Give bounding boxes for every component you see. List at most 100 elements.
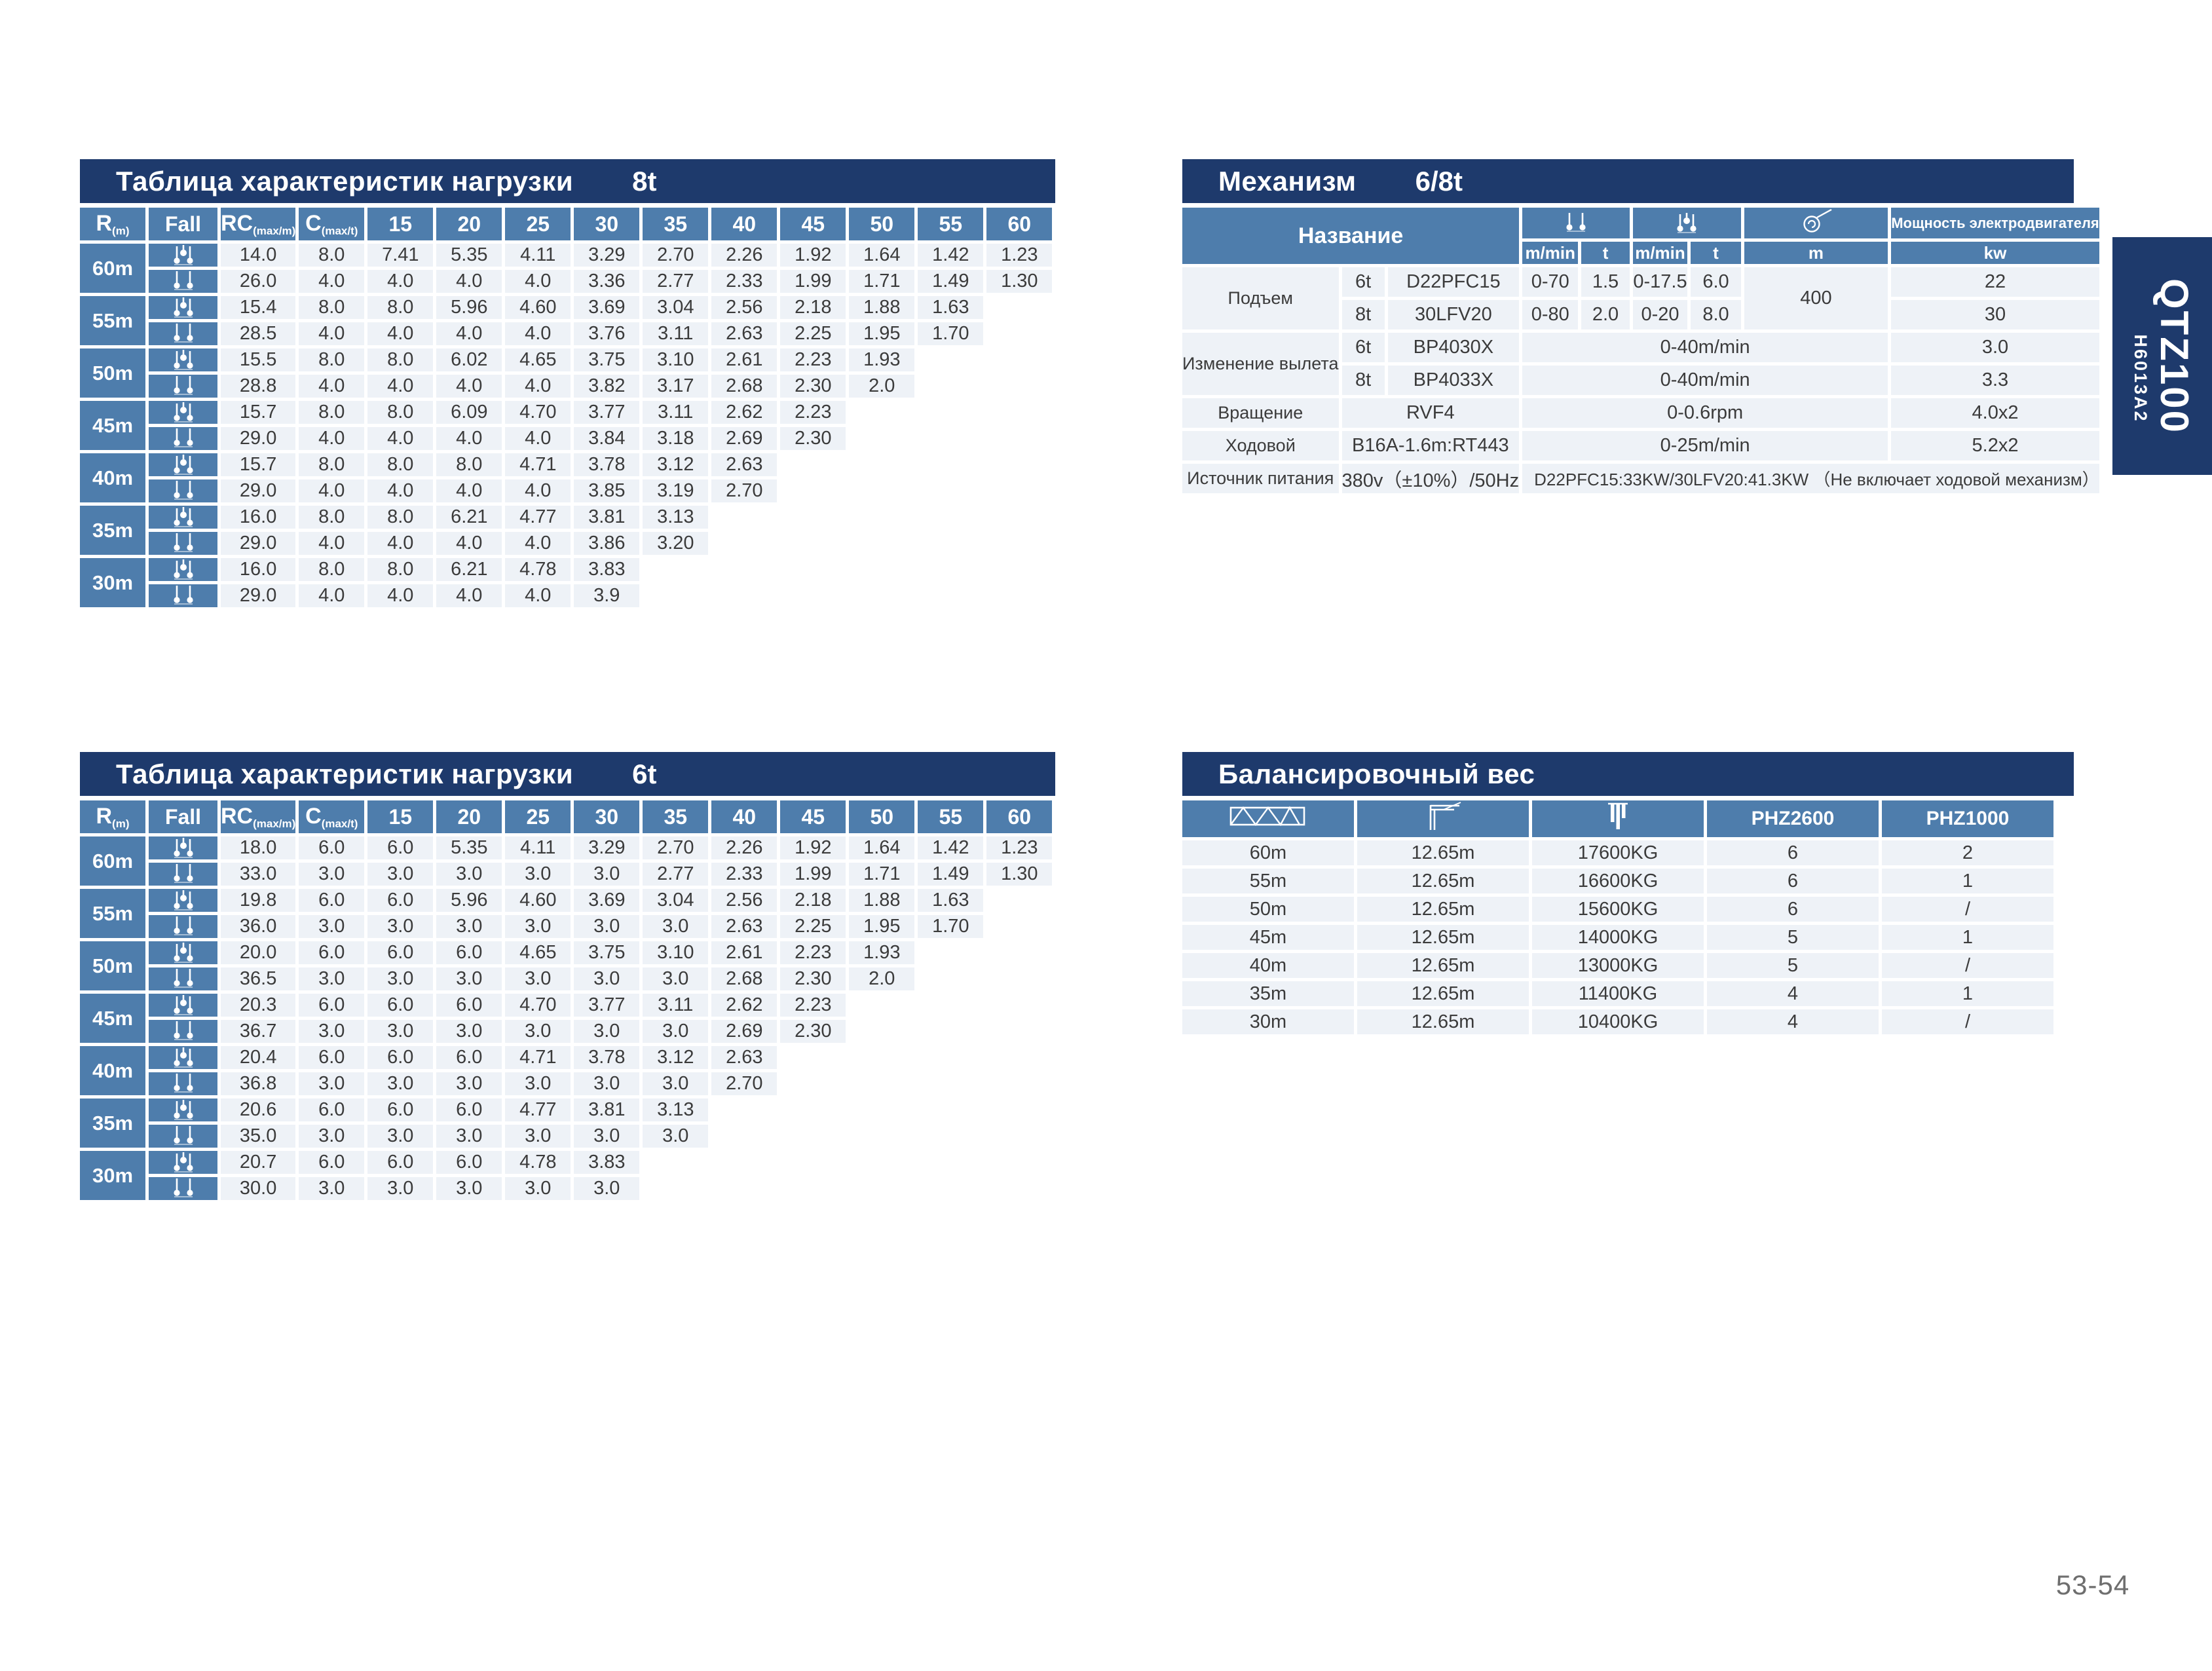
page-number: 53-54 [2055, 1569, 2130, 1600]
luffing-size: 8t [1341, 366, 1385, 395]
load-row-four-fall: 60m 14.0 8.0 7.41 5.35 4.11 3.29 2.70 2.26 1.92 1.… [80, 244, 1053, 293]
luffing-row-8t: 8t BP4033X 0-40m/min 3.3 [1182, 366, 2099, 395]
load-value-cell: 29.0 [221, 427, 296, 450]
load-value-cell: 2.33 [711, 270, 778, 293]
load-value-cell: 3.69 [574, 296, 640, 319]
four-fall-hook-icon [149, 941, 217, 964]
load-value-cell: 3.0 [367, 1072, 434, 1095]
load-value-cell: 3.0 [436, 1072, 502, 1095]
load-value-cell: 6.0 [299, 1098, 365, 1121]
empty-cell [986, 506, 1052, 529]
load-value-cell: 2.70 [711, 1072, 778, 1095]
load-row-four-fall: 55m 15.4 8.0 8.0 5.96 4.60 3.69 3.04 2.56 2.18 1.8… [80, 296, 1052, 345]
load-value-cell: 2.25 [780, 322, 846, 345]
load-row-four-fall: 50m 20.0 6.0 6.0 6.0 4.65 3.75 3.10 2.61 2.23 1.93 [80, 941, 1052, 990]
empty-cell [986, 348, 1052, 371]
radius-label: 60m [80, 836, 145, 886]
load-value-cell: 28.8 [221, 375, 296, 398]
radius-label: 40m [80, 453, 145, 502]
load-value-cell: 3.0 [574, 1020, 640, 1043]
balance-row: 45m 12.65m 14000KG 5 1 [1182, 925, 2053, 950]
load-value-cell: 3.0 [299, 1177, 365, 1200]
radius-column-header: 20 [436, 800, 502, 833]
unit-rope: m [1744, 242, 1888, 264]
load-value-cell: 3.0 [505, 967, 571, 990]
counterweight-mass-cell: 11400KG [1532, 981, 1704, 1006]
load-value-cell: 2.18 [780, 296, 846, 319]
load-value-cell: 4.0 [299, 532, 365, 555]
load-row-two-fall: 29.0 4.0 4.0 4.0 4.0 3.85 3.19 2.70 [80, 479, 1052, 502]
phz2600-header: PHZ2600 [1707, 800, 1879, 837]
empty-cell [849, 1046, 914, 1069]
counter-jib-icon [1357, 800, 1529, 837]
load-value-cell: 1.70 [918, 915, 984, 938]
load-value-cell: 6.0 [299, 889, 365, 912]
load-value-cell: 3.0 [367, 1020, 434, 1043]
load-value-cell: 3.0 [436, 1020, 502, 1043]
four-fall-hook-icon [149, 994, 217, 1017]
load-value-cell: 1.88 [849, 889, 915, 912]
load-value-cell: 2.33 [711, 863, 778, 886]
load-value-cell: 4.0 [367, 479, 434, 502]
empty-cell [986, 322, 1052, 345]
load-value-cell: 2.23 [780, 401, 846, 424]
luffing-speed: 0-40m/min [1522, 366, 1888, 395]
empty-cell [780, 479, 846, 502]
load-value-cell: 8.0 [367, 348, 434, 371]
load-value-cell: 3.0 [574, 1072, 640, 1095]
hoist-row-8t: 8t 30LFV20 0-80 2.0 0-20 8.0 30 [1182, 300, 2099, 329]
two-fall-hook-icon [149, 863, 217, 886]
load-value-cell: 2.18 [780, 889, 846, 912]
load-value-cell: 6.0 [299, 941, 365, 964]
hoist-model: 30LFV20 [1387, 300, 1520, 329]
slewing-row: Вращение RVF4 0-0.6rpm 4.0x2 [1182, 398, 2099, 428]
load-value-cell: 4.0 [299, 375, 365, 398]
load-value-cell: 1.88 [849, 296, 915, 319]
load-value-cell: 3.04 [643, 296, 709, 319]
load-value-cell: 4.77 [505, 1098, 571, 1121]
model-tab: QTZ100 H6013A2 [2112, 237, 2212, 475]
load-value-cell: 3.76 [574, 322, 640, 345]
load-value-cell: 4.65 [505, 941, 571, 964]
load-value-cell: 3.83 [574, 558, 640, 581]
load-value-cell: 15.7 [221, 453, 296, 476]
radius-column-header: 40 [711, 800, 778, 833]
load-value-cell: 3.36 [574, 270, 640, 293]
empty-cell [918, 1098, 983, 1121]
empty-cell [918, 994, 983, 1017]
jib-length-cell: 45m [1182, 925, 1354, 950]
load-value-cell: 2.70 [711, 479, 778, 502]
load-value-cell: 2.63 [711, 453, 778, 476]
empty-cell [986, 1125, 1052, 1148]
load-value-cell: 4.0 [436, 270, 502, 293]
load-value-cell: 6.0 [367, 1046, 434, 1069]
load-value-cell: 8.0 [367, 401, 434, 424]
load-value-cell: 15.4 [221, 296, 296, 319]
load-row-four-fall: 35m 16.0 8.0 8.0 6.21 4.77 3.81 3.13 [80, 506, 1052, 555]
empty-cell [780, 532, 846, 555]
counterweight-mass-cell: 15600KG [1532, 897, 1704, 922]
phz1000-count-cell: 1 [1882, 981, 2053, 1006]
hoist-load2: 2.0 [1581, 300, 1630, 329]
load-value-cell: 8.0 [367, 506, 434, 529]
load-value-cell: 2.30 [780, 427, 846, 450]
mechanism-section: Механизм 6/8t Название Мощность электрод… [1182, 159, 2099, 497]
load-value-cell: 1.92 [780, 836, 846, 859]
jib-length-cell: 30m [1182, 1009, 1354, 1034]
radius-column-header: 50 [849, 208, 915, 240]
load-value-cell: 3.85 [574, 479, 640, 502]
load-value-cell: 2.56 [711, 296, 778, 319]
travel-model: B16A-1.6m:RT443 [1341, 431, 1520, 460]
unit-speed4: m/min [1632, 242, 1688, 264]
radius-column-header: 60 [986, 800, 1053, 833]
empty-cell [780, 558, 846, 581]
load-value-cell: 15.7 [221, 401, 296, 424]
load-value-cell: 4.60 [505, 889, 571, 912]
counterweight-mass-cell: 10400KG [1532, 1009, 1704, 1034]
load-table-8t-section: Таблица характеристик нагрузки 8t R(m) F… [80, 159, 1055, 610]
load-value-cell: 4.0 [505, 584, 571, 607]
luffing-kw: 3.0 [1891, 333, 2099, 362]
counter-jib-length-cell: 12.65m [1357, 869, 1529, 893]
empty-cell [986, 584, 1052, 607]
empty-cell [711, 558, 777, 581]
